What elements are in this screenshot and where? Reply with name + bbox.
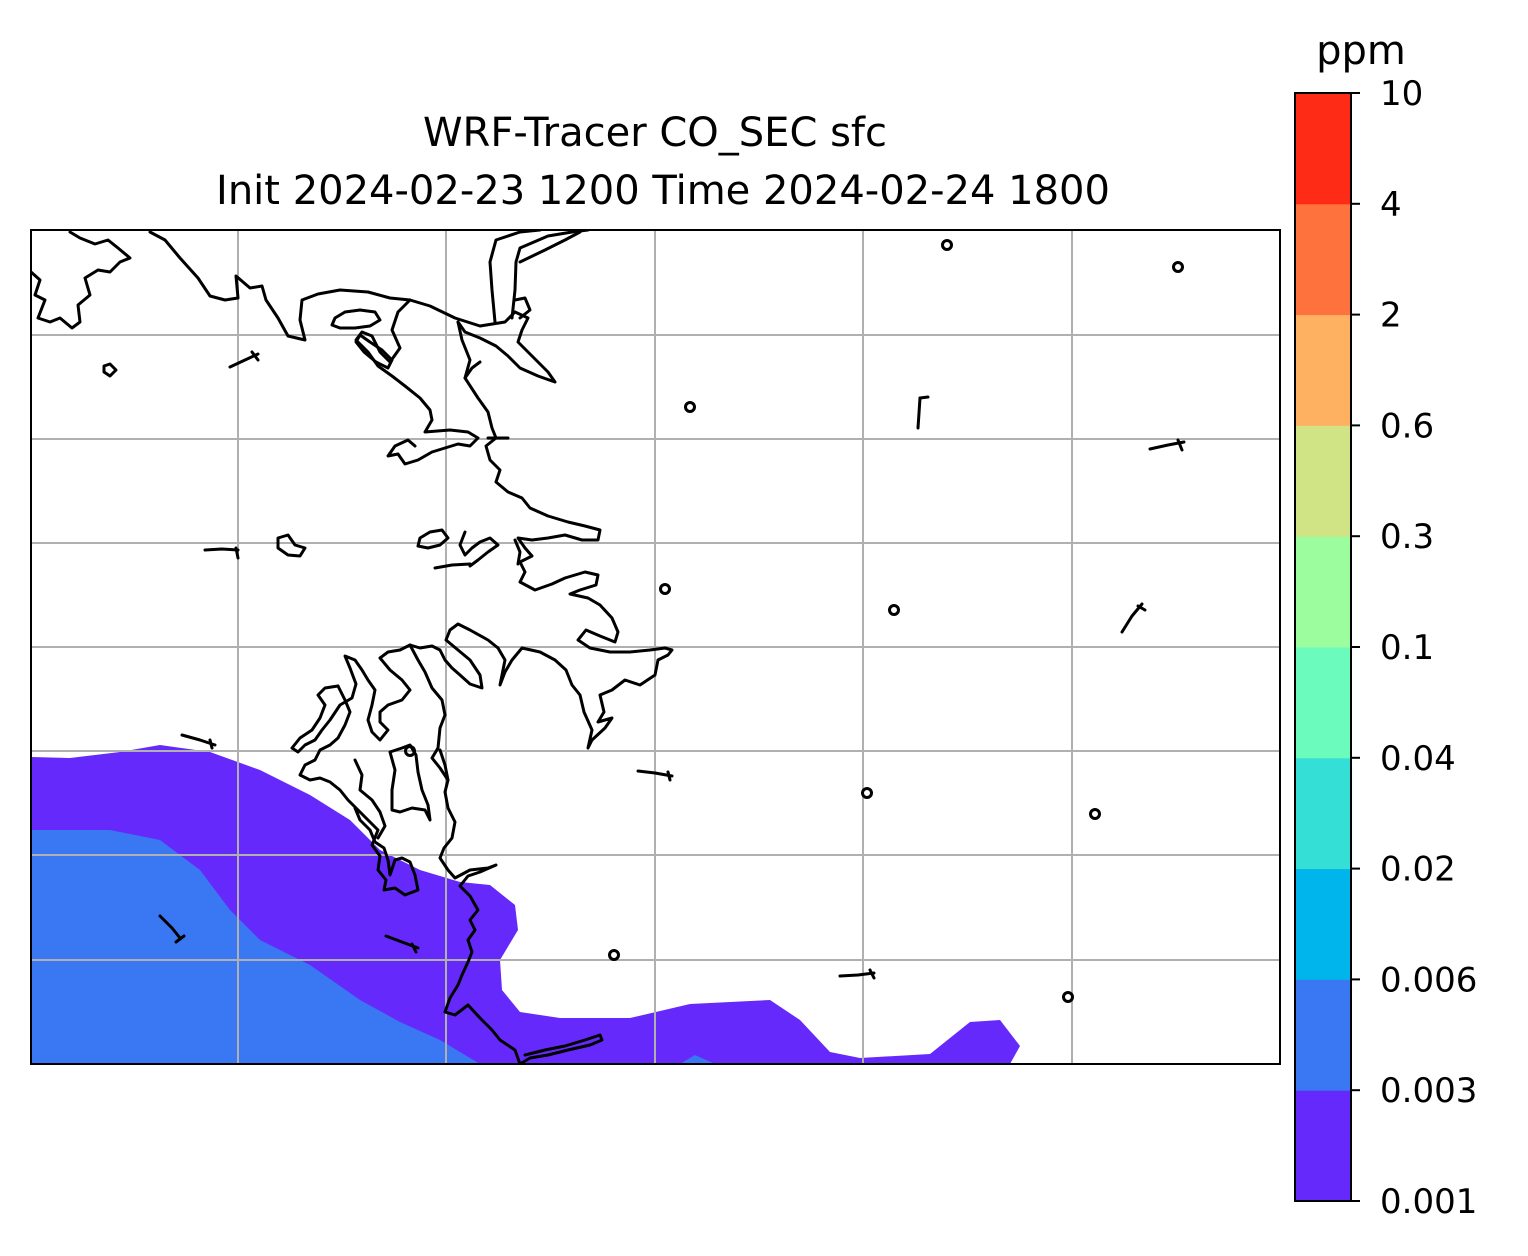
colorbar-swatch-0.3-0.6	[1295, 425, 1351, 537]
concentration-band-0003-sliver	[680, 1055, 715, 1064]
colorbar-tick-label: 10	[1380, 74, 1423, 114]
colorbar-unit-label: ppm	[1316, 28, 1406, 74]
colorbar-tick-label: 0.3	[1380, 517, 1434, 557]
colorbar-swatch-0.02-0.04	[1295, 757, 1351, 870]
colorbar-tick-label: 0.1	[1380, 628, 1434, 668]
colorbar-swatch-2-4	[1295, 203, 1351, 316]
gridlines	[31, 230, 1280, 1064]
colorbar-ticks: 0.001 0.003 0.006 0.02 0.04 0.1 0.3 0.6 2 4 10	[1351, 74, 1477, 1222]
colorbar-tick-label: 0.003	[1380, 1071, 1477, 1111]
concentration-band-0003	[31, 830, 480, 1064]
colorbar-swatch-0.006-0.02	[1295, 868, 1351, 980]
colorbar-tick-label: 0.04	[1380, 739, 1456, 779]
colorbar-tick-label: 4	[1380, 185, 1402, 225]
colorbar-swatches	[1295, 93, 1351, 1202]
colorbar-swatch-0.6-2	[1295, 314, 1351, 426]
islands	[404, 239, 1184, 1003]
colorbar-tick-label: 2	[1380, 296, 1402, 336]
map-area	[31, 230, 1280, 1064]
colorbar-tick-label: 0.6	[1380, 406, 1434, 446]
map-title-line-1: WRF-Tracer CO_SEC sfc	[423, 110, 887, 156]
colorbar-swatch-0.1-0.3	[1295, 536, 1351, 648]
colorbar-swatch-4-10	[1295, 93, 1351, 205]
colorbar-swatch-0.04-0.1	[1295, 647, 1351, 759]
map-title-line-2: Init 2024-02-23 1200 Time 2024-02-24 180…	[216, 168, 1110, 214]
colorbar-swatch-0.001-0.003	[1295, 1090, 1351, 1202]
colorbar-tick-label: 0.006	[1380, 960, 1477, 1000]
map-frame	[30, 229, 1281, 1065]
colorbar-swatch-0.003-0.006	[1295, 979, 1351, 1091]
coastlines	[31, 230, 1186, 1064]
colorbar-tick-label: 0.001	[1380, 1182, 1477, 1222]
colorbar-tick-label: 0.02	[1380, 850, 1456, 890]
